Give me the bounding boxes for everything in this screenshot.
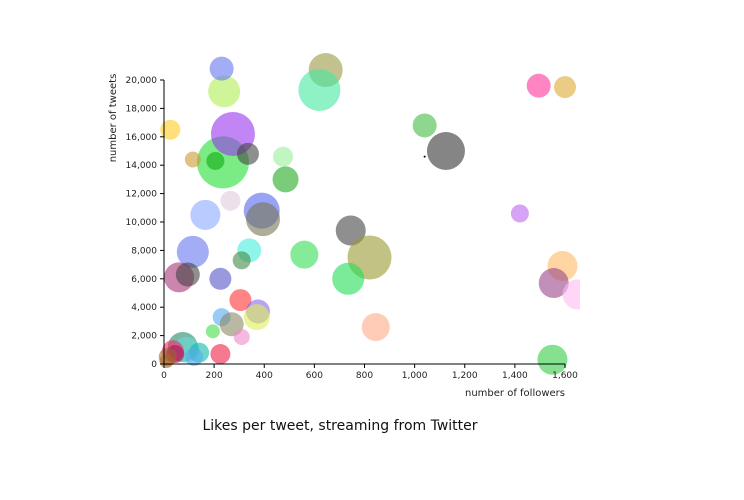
y-tick-label-1: 2,000 [131,332,157,342]
data-point-7 [554,76,576,99]
x-axis-title: number of followers [465,388,565,399]
y-tick-label-0: 0 [151,360,157,370]
data-point-27 [232,251,251,270]
data-point-4 [208,75,241,108]
data-point-15 [206,151,225,170]
data-point-28 [176,235,209,268]
y-tick-label-6: 12,000 [126,190,158,200]
axes: 0 2,000 4,000 6,000 8,000 10,000 12,000 14,000 1… [126,76,579,381]
y-tick-label-3: 6,000 [131,275,157,285]
x-tick-label-2: 400 [256,371,273,381]
y-axis-title: number of tweets [108,74,119,163]
bubble-layer [158,53,580,375]
data-point-35 [229,289,252,312]
data-point-33 [538,268,569,299]
y-tick-label-5: 10,000 [126,218,158,228]
data-point-6 [526,73,551,98]
data-point-31 [175,262,200,287]
data-point-10 [426,132,465,170]
x-tick-label-5: 1,000 [402,371,428,381]
data-point-17 [220,190,241,211]
data-point-14 [184,151,201,168]
x-tick-label-0: 0 [161,371,167,381]
data-point-22 [335,215,366,246]
data-point-25 [332,262,365,295]
data-point-34 [562,279,580,310]
data-point-3 [298,68,341,111]
data-point-51 [159,354,174,369]
x-tick-label-6: 1,200 [452,371,478,381]
data-point-9 [412,113,437,138]
data-point-12 [236,142,259,165]
x-tick-label-4: 800 [356,371,373,381]
data-point-11 [423,155,426,158]
y-tick-label-7: 14,000 [126,161,158,171]
y-tick-label-4: 8,000 [131,246,157,256]
data-point-46 [210,344,231,365]
x-tick-label-1: 200 [206,371,223,381]
data-point-20 [245,202,280,237]
data-point-40 [361,313,390,342]
data-point-5 [209,56,234,81]
y-tick-label-10: 20,000 [126,76,158,86]
data-point-16 [272,166,299,193]
data-point-48 [185,347,204,366]
y-tick-label-9: 18,000 [126,104,158,114]
x-tick-label-8: 1,600 [552,371,578,381]
data-point-37 [243,304,270,331]
data-point-18 [190,199,221,230]
y-tick-label-8: 16,000 [126,133,158,143]
data-point-52 [537,344,568,375]
data-point-21 [510,204,529,223]
x-tick-label-7: 1,400 [502,371,528,381]
data-point-13 [273,146,294,167]
data-point-29 [209,267,232,290]
data-point-8 [160,119,181,140]
y-tick-label-2: 4,000 [131,303,157,313]
data-point-24 [290,240,319,269]
data-point-42 [233,329,250,346]
chart-caption: Likes per tweet, streaming from Twitter [202,418,478,434]
x-tick-label-3: 600 [306,371,323,381]
data-point-41 [205,324,220,339]
